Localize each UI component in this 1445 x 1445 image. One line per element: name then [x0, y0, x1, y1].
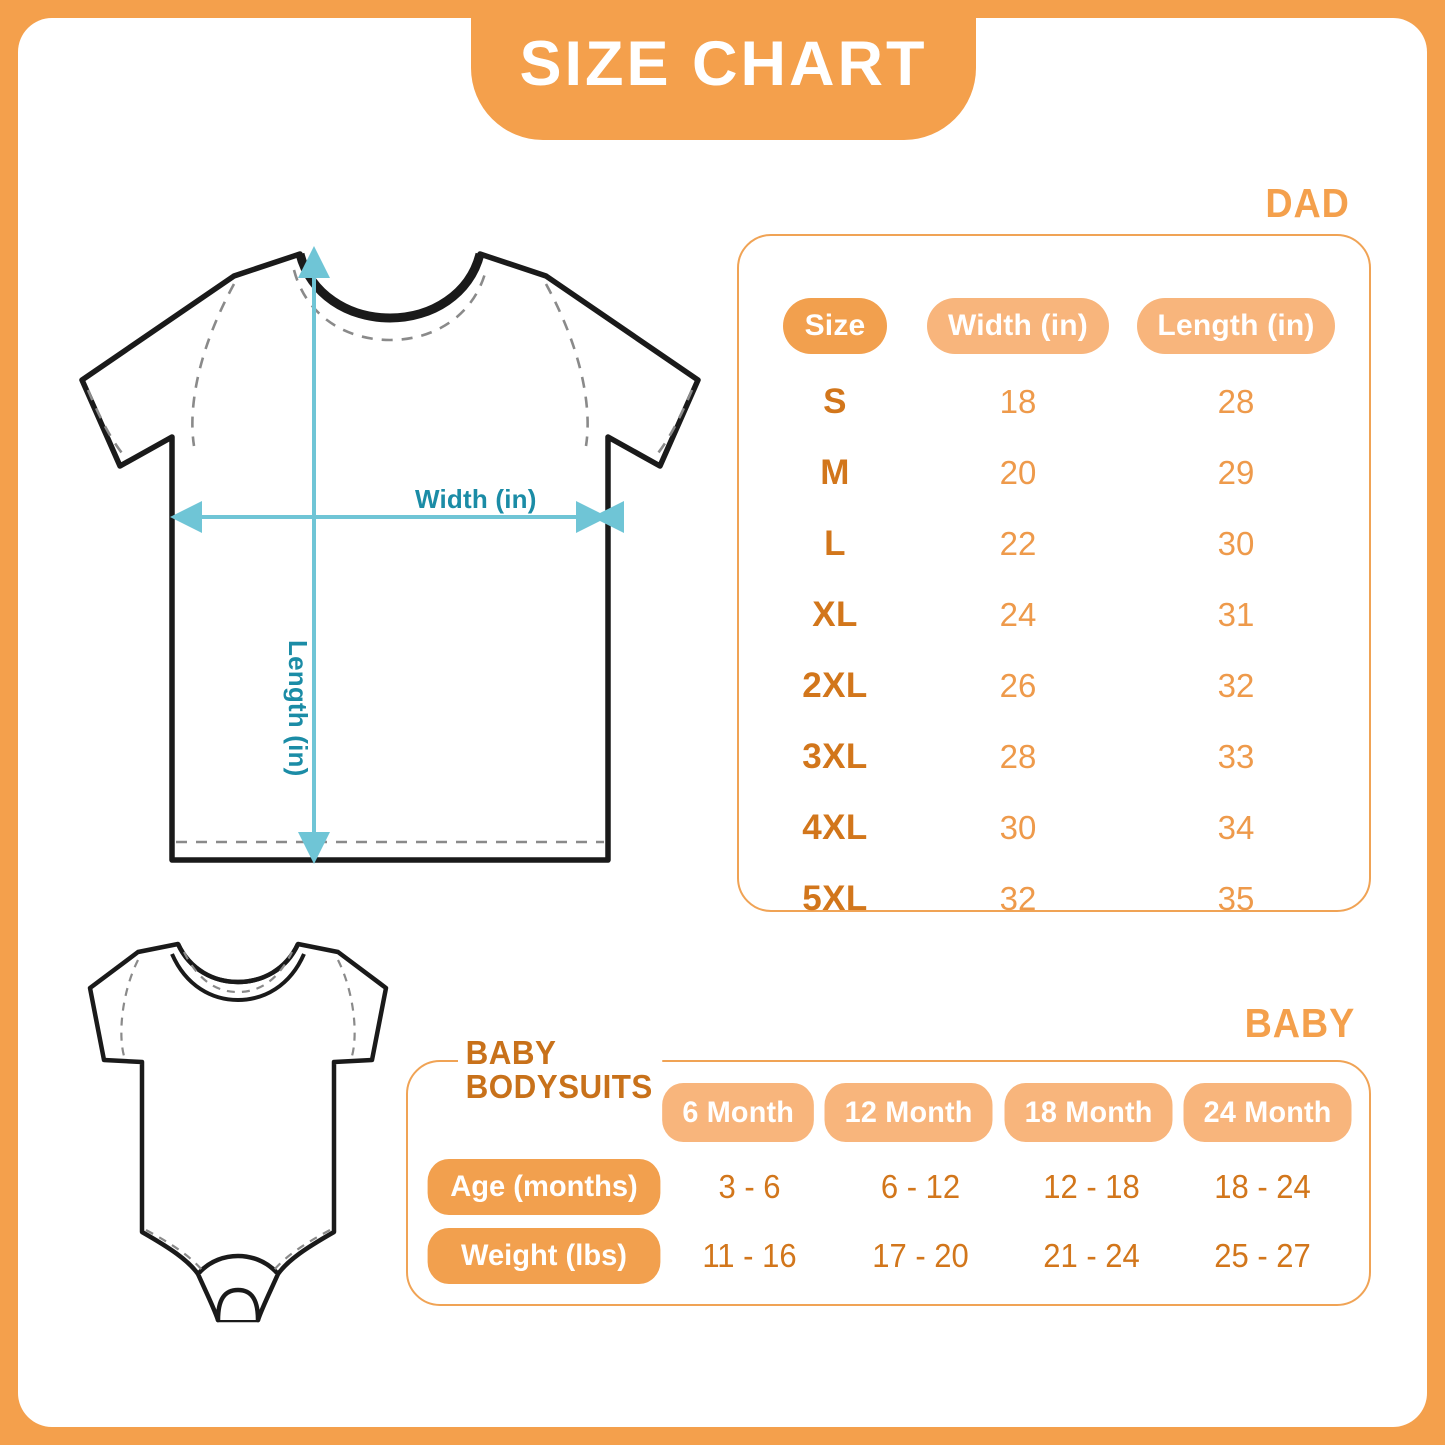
header-pill-24-month: 24 Month: [1183, 1083, 1352, 1142]
cell-width: 28: [999, 737, 1037, 775]
page-title: SIZE CHART: [519, 28, 928, 99]
header-pill-width: Width (in): [926, 298, 1109, 354]
table-row: 4XL 30 34: [761, 792, 1347, 863]
table-row: XL 24 31: [761, 579, 1347, 650]
cell-size: 2XL: [802, 665, 868, 705]
baby-bodysuit-size-table: 6 Month 12 Month 18 Month 24 Month Age (…: [406, 1060, 1371, 1306]
header-pill-length: Length (in): [1137, 298, 1335, 354]
cell-width: 26: [999, 666, 1037, 704]
cell-weight-12m: 17 - 20: [872, 1236, 969, 1274]
header-pill-6-month: 6 Month: [662, 1083, 815, 1142]
cell-width: 20: [999, 453, 1037, 491]
cell-length: 35: [1217, 879, 1255, 917]
section-label-baby: BABY: [1244, 1000, 1355, 1046]
cell-length: 33: [1217, 737, 1255, 775]
cell-length: 30: [1217, 524, 1255, 562]
cell-width: 32: [999, 879, 1037, 917]
cell-width: 30: [999, 808, 1037, 846]
cell-width: 18: [999, 382, 1037, 420]
header-pill-18-month: 18 Month: [1004, 1083, 1173, 1142]
cell-size: 5XL: [802, 878, 868, 918]
cell-size: L: [824, 523, 846, 563]
table-header-row: 6 Month 12 Month 18 Month 24 Month: [659, 1083, 1355, 1142]
cell-weight-6m: 11 - 16: [702, 1236, 797, 1274]
length-measure-label: Length (in): [283, 640, 313, 777]
cell-weight-24m: 25 - 27: [1214, 1236, 1311, 1274]
measurement-arrows: [170, 246, 624, 864]
cell-age-6m: 3 - 6: [718, 1167, 781, 1205]
header-cell-size: Size: [761, 298, 909, 354]
header-pill-size: Size: [782, 298, 888, 354]
baby-table-card: BABY BODYSUITS: [406, 1036, 1371, 1306]
cell-length: 32: [1217, 666, 1255, 704]
baby-card-title: BABY BODYSUITS: [458, 1036, 663, 1104]
cell-age-12m: 6 - 12: [880, 1167, 961, 1205]
cell-age-24m: 18 - 24: [1214, 1167, 1311, 1205]
cell-weight-18m: 21 - 24: [1043, 1236, 1140, 1274]
row-pill-weight: Weight (lbs): [427, 1227, 661, 1284]
cell-size: M: [820, 452, 850, 492]
cell-size: S: [823, 381, 847, 421]
cell-size: 4XL: [802, 807, 868, 847]
header-cell-width: Width (in): [909, 298, 1127, 354]
table-header-row: Size Width (in) Length (in): [761, 286, 1347, 366]
section-label-dad: DAD: [1265, 180, 1350, 226]
baby-bodysuit-illustration: [87, 941, 389, 1323]
cell-size: 3XL: [802, 736, 868, 776]
table-row: 5XL 32 35: [761, 863, 1347, 934]
width-measure-label: Width (in): [415, 484, 537, 514]
cell-length: 34: [1217, 808, 1255, 846]
table-row: S 18 28: [761, 366, 1347, 437]
cell-length: 31: [1217, 595, 1255, 633]
header-cell-length: Length (in): [1127, 298, 1345, 354]
header-pill-12-month: 12 Month: [824, 1083, 994, 1142]
cell-size: XL: [812, 594, 858, 634]
dad-table-card: STANDARD MEN'S T-SHIRT: [737, 234, 1371, 912]
table-row: Weight (lbs) 11 - 16 17 - 20 21 - 24 25 …: [424, 1221, 1371, 1290]
table-row: 2XL 26 32: [761, 650, 1347, 721]
mens-tshirt-illustration: [79, 251, 701, 863]
cell-length: 28: [1217, 382, 1255, 420]
cell-length: 29: [1217, 453, 1255, 491]
table-row: 3XL 28 33: [761, 721, 1347, 792]
row-pill-age: Age (months): [427, 1158, 661, 1215]
table-row: Age (months) 3 - 6 6 - 12 12 - 18 18 - 2…: [424, 1152, 1371, 1221]
cell-width: 22: [999, 524, 1037, 562]
table-row: M 20 29: [761, 437, 1347, 508]
title-banner: SIZE CHART: [471, 0, 976, 140]
cell-age-18m: 12 - 18: [1043, 1167, 1140, 1205]
cell-width: 24: [999, 595, 1037, 633]
mens-tshirt-size-table: Size Width (in) Length (in) S 18 28 M 20…: [737, 234, 1371, 918]
row-label-weight: Weight (lbs): [424, 1227, 664, 1284]
row-label-age: Age (months): [424, 1158, 664, 1215]
table-row: L 22 30: [761, 508, 1347, 579]
